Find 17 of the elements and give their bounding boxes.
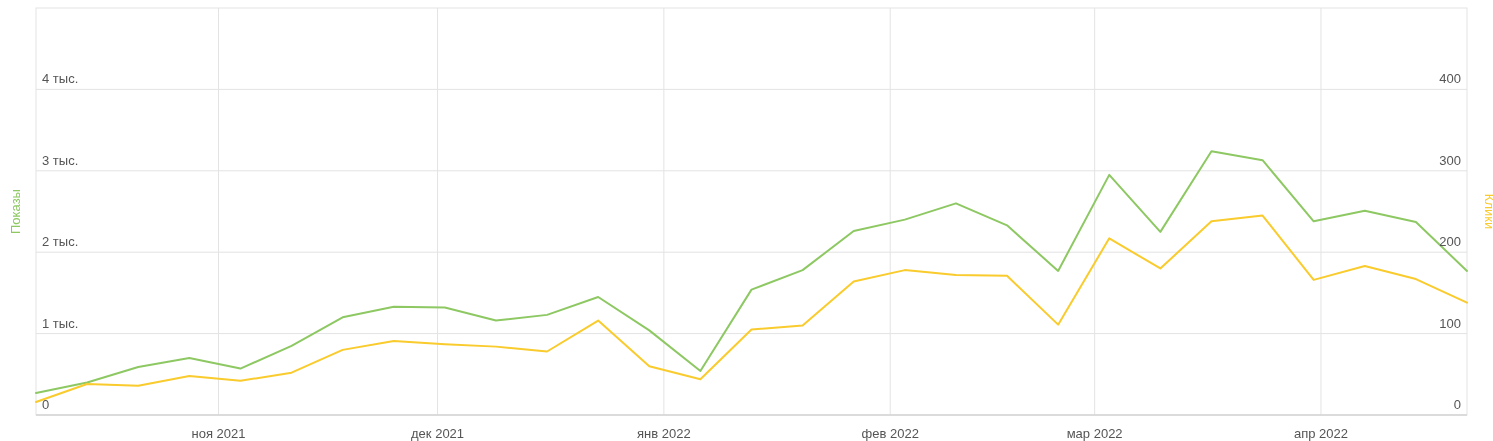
x-tick-label: апр 2022 [1293,426,1348,441]
y2-tick-label: 0 [1453,397,1461,412]
x-tick-label: янв 2022 [637,426,691,441]
y2-tick-label: 200 [1439,234,1461,250]
x-tick-label: фев 2022 [861,426,919,441]
x-tick-label: мар 2022 [1066,426,1123,441]
y2-tick-label: 400 [1439,71,1461,87]
y-tick-label: 4 тыс. [42,71,79,87]
x-tick-label: дек 2021 [411,426,465,441]
y2-tick-label: 100 [1439,315,1461,331]
y2-tick-label: 300 [1439,152,1461,168]
x-tick-label: ноя 2021 [191,426,246,441]
y-axis-title: Показы [8,189,23,234]
y-tick-label: 0 [42,397,50,412]
y-tick-label: 2 тыс. [42,234,79,250]
y-tick-label: 3 тыс. [42,152,79,168]
y-tick-label: 1 тыс. [42,315,79,331]
